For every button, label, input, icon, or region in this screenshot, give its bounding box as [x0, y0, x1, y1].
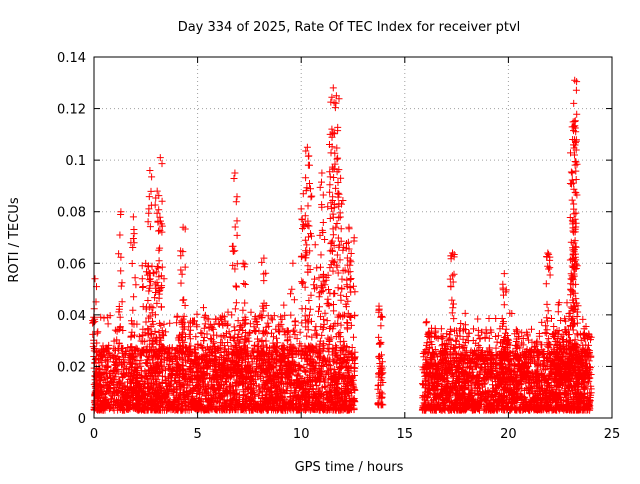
chart-title: Day 334 of 2025, Rate Of TEC Index for r…: [178, 20, 521, 35]
y-tick-label: 0.12: [57, 103, 86, 118]
y-tick-label: 0.02: [57, 360, 86, 375]
y-tick-label: 0.14: [57, 51, 86, 66]
y-tick-label: 0.1: [65, 154, 86, 169]
y-tick-label: 0.04: [57, 309, 86, 324]
x-axis-ticks: 0 5 10 15 20 25: [90, 57, 620, 442]
data-points: [89, 76, 595, 414]
y-tick-label: 0: [78, 412, 86, 427]
x-tick-label: 5: [193, 427, 201, 442]
x-tick-label: 25: [604, 427, 621, 442]
x-tick-label: 15: [397, 427, 414, 442]
plot-frame: [93, 56, 613, 419]
y-tick-label: 0.08: [57, 206, 86, 221]
y-axis-ticks: 0 0.02 0.04 0.06 0.08 0.1 0.12 0.14: [57, 51, 612, 427]
x-tick-label: 10: [293, 427, 310, 442]
y-tick-label: 0.06: [57, 257, 86, 272]
x-axis-label: GPS time / hours: [295, 460, 404, 475]
roti-series-markers: [89, 76, 595, 414]
y-axis-label: ROTI / TECUs: [7, 197, 22, 282]
x-tick-label: 20: [500, 427, 517, 442]
x-tick-label: 0: [90, 427, 98, 442]
